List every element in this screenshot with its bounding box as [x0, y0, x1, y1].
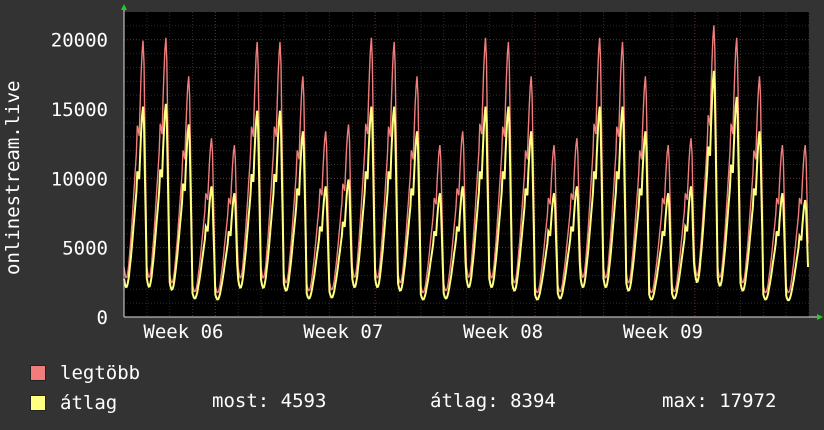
legend-label-max: legtöbb — [60, 362, 141, 384]
stat-max: max: 17972 — [662, 390, 777, 412]
y-tick-label: 10000 — [51, 168, 108, 190]
x-axis-arrow-icon — [817, 314, 823, 320]
axes — [121, 4, 823, 320]
y-tick-label: 0 — [97, 307, 108, 329]
y-tick-label: 15000 — [51, 99, 108, 121]
ticks: 0 5000 10000 15000 20000 Week 06 Week 07 Week 0… — [51, 30, 703, 343]
y-axis-arrow-icon — [121, 4, 127, 10]
legend-max: legtöbb — [30, 360, 140, 386]
x-tick-label: Week 06 — [143, 321, 223, 343]
series-layer — [123, 25, 809, 302]
y-tick-label: 20000 — [51, 30, 108, 52]
x-tick-label: Week 07 — [303, 321, 383, 343]
legend-swatch-avg — [30, 395, 46, 411]
x-tick-label: Week 08 — [463, 321, 543, 343]
x-tick-label: Week 09 — [623, 321, 703, 343]
y-axis-label: onlinestream.live — [2, 81, 24, 275]
legend-avg: átlag — [30, 390, 117, 416]
stat-avg: átlag: 8394 — [430, 390, 556, 412]
y-tick-label: 5000 — [62, 238, 108, 260]
series-line-avg — [123, 70, 809, 302]
legend-swatch-max — [30, 365, 46, 381]
stat-now: most: 4593 — [212, 390, 327, 412]
legend-label-avg: átlag — [60, 392, 118, 414]
